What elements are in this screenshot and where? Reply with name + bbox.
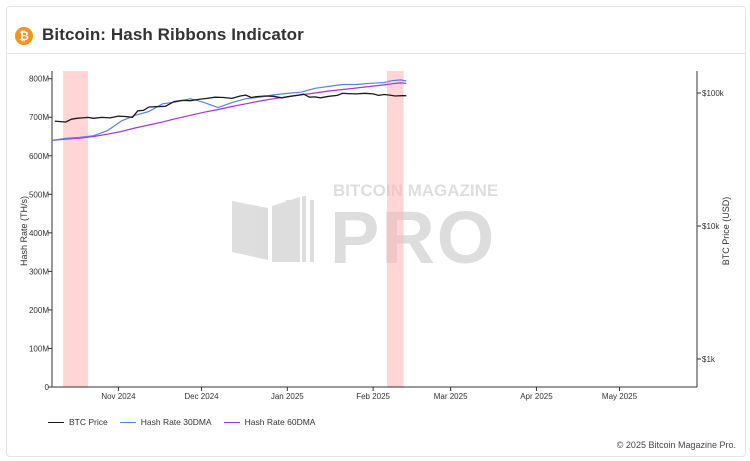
legend-swatch-hash-60dma <box>223 421 240 423</box>
chart-card: ₿ Bitcoin: Hash Ribbons Indicator <box>6 6 746 457</box>
legend-item-hash-30dma[interactable]: Hash Rate 30DMA <box>119 417 212 427</box>
watermark-logo-icon <box>232 196 314 262</box>
series-line-hash-30dma[interactable] <box>51 79 407 141</box>
chart-title: Bitcoin: Hash Ribbons Indicator <box>42 25 304 44</box>
chart-header: ₿ Bitcoin: Hash Ribbons Indicator <box>7 7 745 54</box>
watermark-line2: PRO <box>330 196 496 279</box>
y2-tick-label: $100k <box>702 89 725 98</box>
x-tick-label: May 2025 <box>602 392 638 401</box>
series-line-btc-price[interactable] <box>54 92 407 123</box>
capitulation-band-1 <box>63 71 88 387</box>
x-tick-label: Jan 2025 <box>271 392 304 401</box>
legend-label-btc-price: BTC Price <box>69 417 108 427</box>
y2-tick-label: $10k <box>702 222 720 231</box>
y-tick-label: 200M <box>29 306 49 315</box>
watermark: BITCOIN MAGAZINE PRO <box>232 181 498 279</box>
y-tick-label: 100M <box>29 344 49 353</box>
legend-item-hash-60dma[interactable]: Hash Rate 60DMA <box>223 417 316 427</box>
y-tick-label: 600M <box>29 152 49 161</box>
x-tick-label: Apr 2025 <box>520 392 553 401</box>
series-line-hash-60dma[interactable] <box>51 82 407 141</box>
y-tick-label: 400M <box>29 229 49 238</box>
y-tick-label: 700M <box>29 113 49 122</box>
chart-legend: BTC Price Hash Rate 30DMA Hash Rate 60DM… <box>48 417 315 427</box>
y-tick-label: 0 <box>45 383 50 392</box>
axes: 0 100M 200M 300M 400M 500M 600M 700M 800M $1k $10k… <box>29 71 725 401</box>
legend-swatch-btc-price <box>48 421 64 423</box>
legend-label-hash-30dma: Hash Rate 30DMA <box>140 417 212 427</box>
legend-swatch-hash-30dma <box>119 421 136 423</box>
y-axis-label-left: Hash Rate (TH/s) <box>19 196 29 266</box>
capitulation-bands <box>63 71 404 387</box>
x-tick-label: Dec 2024 <box>184 392 219 401</box>
y-axis-label-right: BTC Price (USD) <box>721 197 731 266</box>
x-tick-label: Mar 2025 <box>434 392 468 401</box>
legend-item-btc-price[interactable]: BTC Price <box>48 417 108 427</box>
x-tick-label: Nov 2024 <box>101 392 136 401</box>
capitulation-band-2 <box>386 71 404 387</box>
y-tick-label: 500M <box>29 190 49 199</box>
x-tick-label: Feb 2025 <box>356 392 390 401</box>
watermark-line1: BITCOIN MAGAZINE <box>333 181 498 200</box>
copyright-text: © 2025 Bitcoin Magazine Pro. <box>616 440 736 450</box>
y-tick-label: 300M <box>29 267 49 276</box>
bitcoin-icon: ₿ <box>15 27 33 45</box>
legend-label-hash-60dma: Hash Rate 60DMA <box>244 417 316 427</box>
y-tick-label: 800M <box>29 75 49 84</box>
series-lines <box>51 79 407 141</box>
y2-tick-label: $1k <box>702 355 716 364</box>
